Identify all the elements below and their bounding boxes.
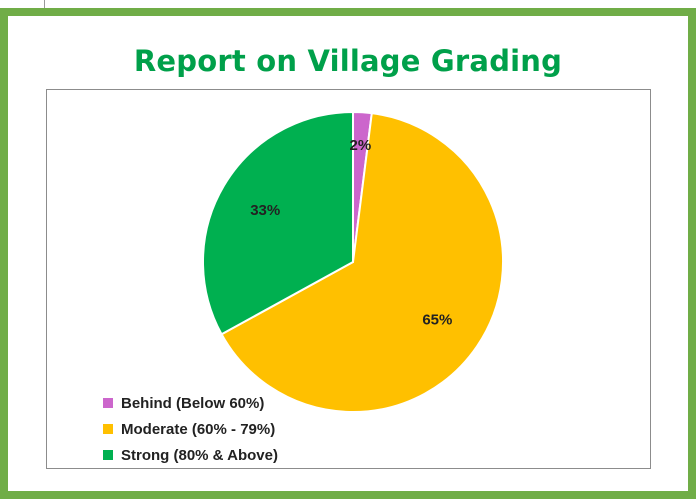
pie-slice-moderate xyxy=(220,112,504,413)
page-title: Report on Village Grading xyxy=(133,44,563,78)
chart-area: 2% 65% 33% Behind (Below 60%) Moderate (60… xyxy=(46,89,651,469)
data-label-strong: 33% xyxy=(250,202,280,219)
chart-legend: Behind (Below 60%) Moderate (60% - 79%) … xyxy=(103,390,278,468)
data-label-behind: 2% xyxy=(350,137,372,154)
data-label-moderate: 65% xyxy=(422,311,452,328)
pie-chart: 2% 65% 33% xyxy=(202,110,504,413)
legend-label: Behind (Below 60%) xyxy=(121,394,265,412)
legend-item-strong: Strong (80% & Above) xyxy=(103,442,278,468)
corner-mark xyxy=(44,0,45,10)
pie-data-labels: 2% 65% 33% xyxy=(250,137,452,328)
legend-swatch xyxy=(103,398,113,408)
legend-item-moderate: Moderate (60% - 79%) xyxy=(103,416,278,442)
legend-swatch xyxy=(103,424,113,434)
legend-label: Moderate (60% - 79%) xyxy=(121,420,276,438)
page-frame: Report on Village Grading 2% 65% 33% Behin… xyxy=(0,8,696,499)
legend-item-behind: Behind (Below 60%) xyxy=(103,390,278,416)
legend-swatch xyxy=(103,450,113,460)
pie-slice-strong xyxy=(202,110,354,336)
pie-slices xyxy=(202,110,504,413)
legend-label: Strong (80% & Above) xyxy=(121,446,278,464)
